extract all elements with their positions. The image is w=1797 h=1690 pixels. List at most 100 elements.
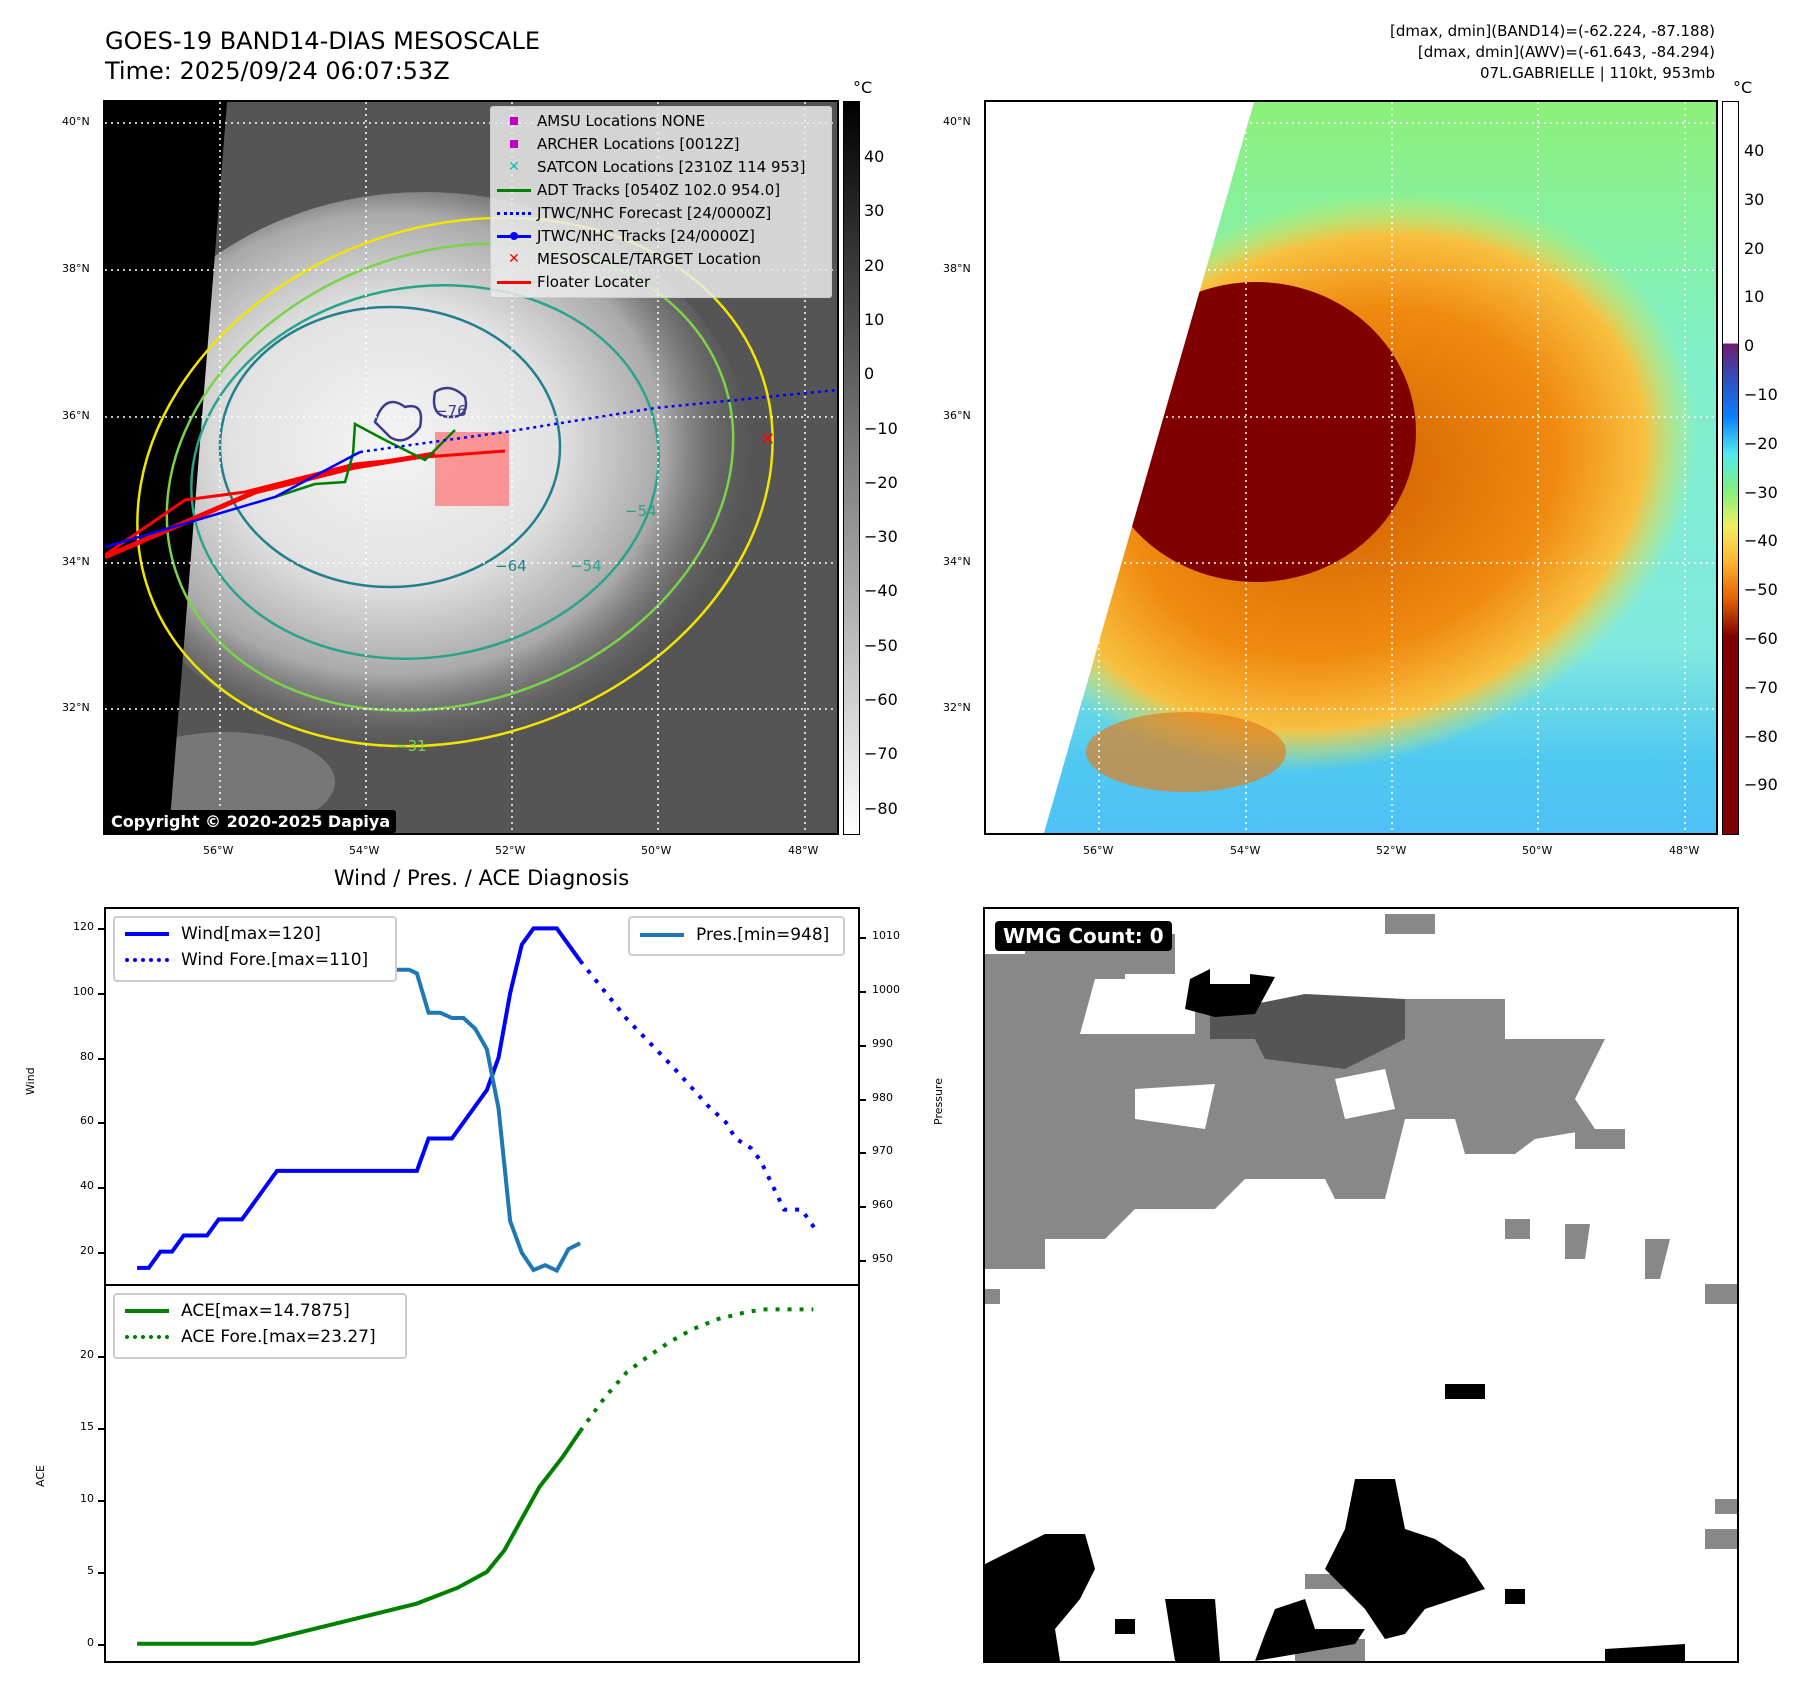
series-ace xyxy=(137,1430,582,1646)
colorbar-tick: 30 xyxy=(864,201,885,221)
diagnosis-title: Wind / Pres. / ACE Diagnosis xyxy=(333,866,630,890)
colorbar-unit: °C xyxy=(1733,78,1753,97)
info-awv: [dmax, dmin](AWV)=(-61.643, -84.294) xyxy=(1417,43,1715,61)
y2-tick-label: 960 xyxy=(872,1198,893,1212)
y2-tick-mark xyxy=(860,1259,866,1262)
wmg-image xyxy=(985,914,1737,1661)
ir-map-panel: ✕ −76 −64 −54 −54 −31 Copyright © 2020-2… xyxy=(103,100,839,835)
legend-item: JTWC/NHC Tracks [24/0000Z] xyxy=(491,227,755,245)
y-tick-label: 40 xyxy=(80,1179,94,1193)
legend-square-icon xyxy=(491,140,537,148)
colorbar-tick: −20 xyxy=(1744,433,1778,453)
ace-fore-legend-swatch xyxy=(125,1335,169,1339)
y2-tick-label: 1010 xyxy=(872,929,900,943)
legend-item: JTWC/NHC Forecast [24/0000Z] xyxy=(491,204,771,222)
legend-label: JTWC/NHC Tracks [24/0000Z] xyxy=(537,227,755,245)
lat-label: 40°N xyxy=(62,115,90,128)
colorbar-tick: −80 xyxy=(1744,726,1778,746)
legend-x-icon: ✕ xyxy=(508,251,520,267)
ace-chart xyxy=(104,1284,860,1663)
y2-tick-mark xyxy=(860,1044,866,1047)
lon-label: 54°W xyxy=(1230,844,1261,857)
lat-label: 38°N xyxy=(62,262,90,275)
legend-item: AMSU Locations NONE xyxy=(491,112,705,130)
y-tick-label: 120 xyxy=(73,920,94,934)
ir-colorbar xyxy=(843,101,860,835)
wind-legend: Wind[max=120] Wind Fore.[max=110] xyxy=(113,916,397,982)
y-tick-label: 20 xyxy=(80,1243,94,1257)
lat-label: 32°N xyxy=(943,701,971,714)
y-tick-mark xyxy=(98,1251,104,1254)
ace-legend-swatch xyxy=(125,1309,169,1313)
lon-label: 54°W xyxy=(349,844,380,857)
wmg-panel: WMG Count: 0 xyxy=(983,907,1739,1663)
series-wind-fore- xyxy=(578,959,817,1231)
map-legend: AMSU Locations NONE ARCHER Locations [001… xyxy=(490,106,832,298)
figure-time: Time: 2025/09/24 06:07:53Z xyxy=(105,57,450,85)
colorbar-tick: 0 xyxy=(1744,336,1755,356)
lon-label: 52°W xyxy=(495,844,526,857)
colorbar-tick: 40 xyxy=(864,147,885,166)
lat-label: 32°N xyxy=(62,701,90,714)
y2-tick-mark xyxy=(860,991,866,994)
legend-label: ADT Tracks [0540Z 102.0 954.0] xyxy=(537,181,781,199)
y-tick-mark xyxy=(98,993,104,996)
y-tick-label: 5 xyxy=(87,1563,94,1577)
colorbar-tick: 10 xyxy=(1744,287,1765,307)
y-tick-label: 20 xyxy=(80,1348,94,1362)
legend-dotted-icon xyxy=(491,211,537,215)
colorbar-tick: −50 xyxy=(864,635,898,655)
pressure-legend-swatch xyxy=(640,933,684,937)
colorbar-tick: −40 xyxy=(864,581,898,601)
y-tick-label: 80 xyxy=(80,1049,94,1063)
colorbar-tick: −40 xyxy=(1744,531,1778,551)
colorbar-tick: −90 xyxy=(1744,775,1778,795)
jtwc-track xyxy=(105,450,361,549)
y2-tick-mark xyxy=(860,1206,866,1209)
colorbar-tick: −10 xyxy=(864,418,898,438)
lon-label: 50°W xyxy=(1522,844,1553,857)
target-location-icon: ✕ xyxy=(760,429,775,450)
legend-item: ✕ SATCON Locations [2310Z 114 953] xyxy=(491,158,805,176)
lat-label: 34°N xyxy=(62,555,90,568)
colorbar-tick: −60 xyxy=(1744,629,1778,648)
legend-label: Floater Locater xyxy=(537,273,651,291)
colorbar-tick: 0 xyxy=(864,364,875,384)
colorbar-tick: −70 xyxy=(1744,677,1778,697)
colorbar-tick: −10 xyxy=(1744,385,1778,404)
awv-map-image xyxy=(986,102,1716,833)
y2-tick-mark xyxy=(860,937,866,940)
colorbar-tick: 20 xyxy=(864,255,885,275)
colorbar-tick: −30 xyxy=(864,527,898,547)
y-tick-label: 100 xyxy=(73,985,94,999)
info-band14: [dmax, dmin](BAND14)=(-62.224, -87.188) xyxy=(1390,22,1715,40)
y-tick-label: 60 xyxy=(80,1114,94,1128)
colorbar-tick: −70 xyxy=(864,744,898,764)
wind-fore-legend-label: Wind Fore.[max=110] xyxy=(181,950,369,970)
lon-label: 48°W xyxy=(788,844,819,857)
y-tick-mark xyxy=(98,1643,104,1646)
y2-tick-label: 1000 xyxy=(872,983,900,997)
legend-line-dot-icon xyxy=(491,231,537,240)
legend-item: ✕ MESOSCALE/TARGET Location xyxy=(491,250,761,268)
legend-item: ARCHER Locations [0012Z] xyxy=(491,135,740,153)
legend-x-icon: ✕ xyxy=(508,159,520,175)
lon-label: 48°W xyxy=(1669,844,1700,857)
wmg-count-badge: WMG Count: 0 xyxy=(995,921,1172,951)
ace-fore-legend-label: ACE Fore.[max=23.27] xyxy=(181,1327,376,1347)
ace-legend: ACE[max=14.7875] ACE Fore.[max=23.27] xyxy=(113,1293,407,1359)
y2-tick-label: 980 xyxy=(872,1090,893,1104)
awv-map-panel xyxy=(984,100,1718,835)
colorbar-tick: −60 xyxy=(864,690,898,709)
y2-tick-label: 990 xyxy=(872,1036,893,1050)
y2-tick-mark xyxy=(860,1098,866,1101)
lon-label: 56°W xyxy=(1083,844,1114,857)
colorbar-tick: 30 xyxy=(1744,189,1765,209)
legend-line-icon xyxy=(491,280,537,284)
pressure-axis-label: Pressure xyxy=(932,1078,945,1125)
contour-label: −64 xyxy=(495,557,527,575)
wind-legend-swatch xyxy=(125,932,169,936)
legend-line-icon xyxy=(491,188,537,192)
y-tick-mark xyxy=(98,1500,104,1503)
